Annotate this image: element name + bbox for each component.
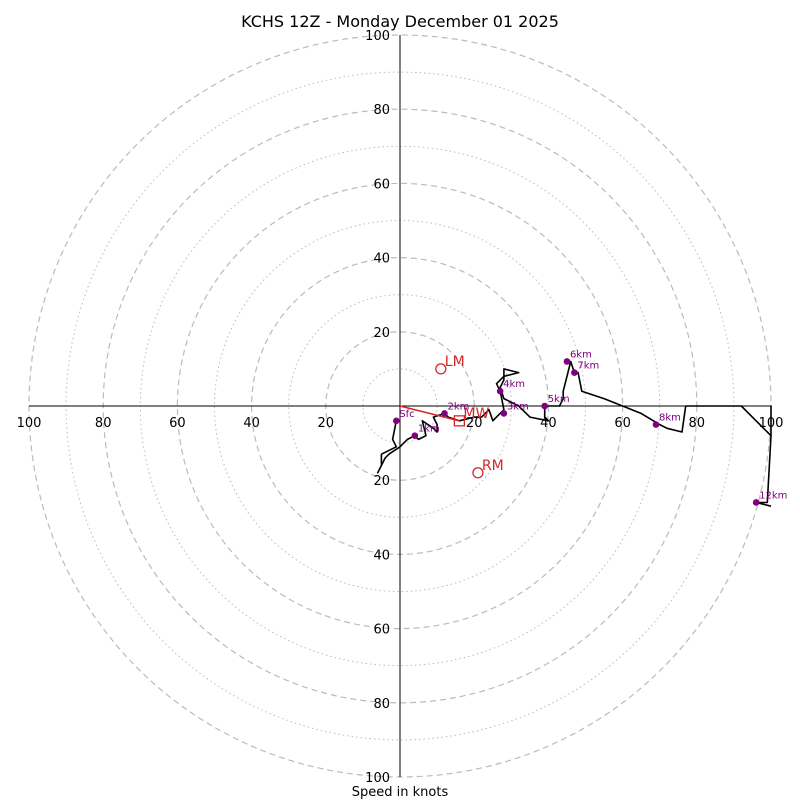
- tick-label-top: 40: [373, 252, 390, 267]
- tick-label-top: 80: [373, 103, 390, 118]
- height-marker-6km: [563, 358, 571, 365]
- mean-wind-vector: [399, 405, 460, 422]
- height-marker-3km: [500, 410, 508, 417]
- storm-motion-label-mw: MW: [463, 406, 489, 422]
- height-marker-sfc: [392, 417, 400, 425]
- tick-label-left: 20: [318, 416, 335, 431]
- height-label-5km: 5km: [548, 394, 570, 405]
- tick-label-right: 80: [689, 416, 706, 431]
- tick-label-left: 40: [243, 416, 260, 431]
- tick-label-left: 80: [95, 416, 112, 431]
- height-label-6km: 6km: [570, 349, 592, 360]
- height-marker-4km: [496, 387, 504, 395]
- tick-label-bottom: 60: [373, 623, 390, 638]
- height-marker-12km: [752, 499, 760, 506]
- height-label-4km: 4km: [503, 379, 525, 390]
- height-label-1km: 1km: [418, 424, 440, 435]
- tick-label-top: 20: [373, 326, 390, 341]
- tick-label-bottom: 20: [373, 474, 390, 489]
- tick-label-top: 100: [365, 29, 390, 44]
- height-label-7km: 7km: [577, 361, 599, 372]
- x-axis-label: Speed in knots: [352, 785, 449, 800]
- height-marker-1km: [411, 432, 419, 439]
- tick-label-right: 20: [466, 416, 483, 431]
- height-label-sfc: Sfc: [399, 409, 414, 420]
- storm-motion-marker-rm: [472, 467, 484, 479]
- storm-motion-marker-lm: [435, 363, 447, 375]
- height-label-12km: 12km: [759, 490, 787, 501]
- height-marker-8km: [652, 421, 660, 428]
- tick-label-left: 100: [17, 416, 42, 431]
- storm-motion-marker-mw: [453, 415, 466, 427]
- height-label-3km: 3km: [507, 401, 529, 412]
- height-label-8km: 8km: [659, 413, 681, 424]
- tick-label-right: 60: [614, 416, 631, 431]
- storm-motion-group: LM RM MW: [399, 354, 504, 479]
- storm-motion-label-lm: LM: [445, 354, 465, 370]
- tick-label-top: 60: [373, 177, 390, 192]
- height-label-2km: 2km: [448, 401, 470, 412]
- tick-label-left: 60: [169, 416, 186, 431]
- height-marker-7km: [571, 369, 578, 376]
- height-marker-5km: [541, 402, 548, 410]
- tick-label-bottom: 40: [373, 548, 390, 563]
- chart-title: KCHS 12Z - Monday December 01 2025: [241, 12, 559, 31]
- tick-label-right: 40: [540, 416, 557, 431]
- height-marker-2km: [441, 410, 448, 417]
- tick-label-bottom: 80: [373, 697, 390, 712]
- tick-label-bottom: 100: [365, 771, 390, 786]
- storm-motion-label-rm: RM: [482, 458, 504, 474]
